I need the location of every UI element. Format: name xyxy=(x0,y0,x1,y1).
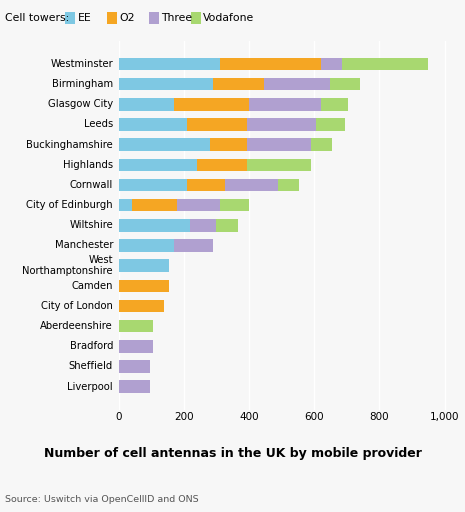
Bar xyxy=(119,239,174,252)
Bar xyxy=(119,78,213,91)
Text: Cell towers:: Cell towers: xyxy=(5,13,69,23)
Bar xyxy=(132,199,177,211)
Bar xyxy=(219,58,321,70)
Text: Number of cell antennas in the UK by mobile provider: Number of cell antennas in the UK by mob… xyxy=(44,446,421,460)
Bar xyxy=(247,159,311,171)
Bar xyxy=(321,98,348,111)
Bar xyxy=(219,199,249,211)
Bar xyxy=(197,159,247,171)
Bar xyxy=(187,179,225,191)
Bar xyxy=(119,58,219,70)
Bar xyxy=(174,98,249,111)
Bar xyxy=(264,78,331,91)
Text: Three: Three xyxy=(161,13,193,23)
Bar xyxy=(119,380,150,393)
Bar xyxy=(119,179,187,191)
Bar xyxy=(247,118,316,131)
Bar xyxy=(119,320,153,332)
Bar xyxy=(119,118,187,131)
Bar xyxy=(210,138,247,151)
Bar xyxy=(247,138,311,151)
Bar xyxy=(174,239,213,252)
Bar xyxy=(119,199,132,211)
Bar xyxy=(316,118,345,131)
Bar xyxy=(119,340,153,353)
Bar xyxy=(119,360,150,373)
Bar xyxy=(225,179,278,191)
Bar xyxy=(119,159,197,171)
Text: Vodafone: Vodafone xyxy=(203,13,254,23)
Bar xyxy=(119,98,174,111)
Bar xyxy=(119,138,210,151)
Bar xyxy=(331,78,360,91)
Bar xyxy=(321,58,342,70)
Bar xyxy=(278,179,299,191)
Bar xyxy=(213,78,264,91)
Bar xyxy=(119,260,169,272)
Bar xyxy=(187,118,247,131)
Bar xyxy=(190,219,216,231)
Text: Source: Uswitch via OpenCellID and ONS: Source: Uswitch via OpenCellID and ONS xyxy=(5,495,198,504)
Bar xyxy=(119,219,190,231)
Bar xyxy=(216,219,238,231)
Bar xyxy=(119,280,169,292)
Bar xyxy=(342,58,428,70)
Text: EE: EE xyxy=(78,13,92,23)
Text: O2: O2 xyxy=(120,13,135,23)
Bar xyxy=(177,199,219,211)
Bar xyxy=(249,98,321,111)
Bar xyxy=(119,300,164,312)
Bar xyxy=(311,138,332,151)
